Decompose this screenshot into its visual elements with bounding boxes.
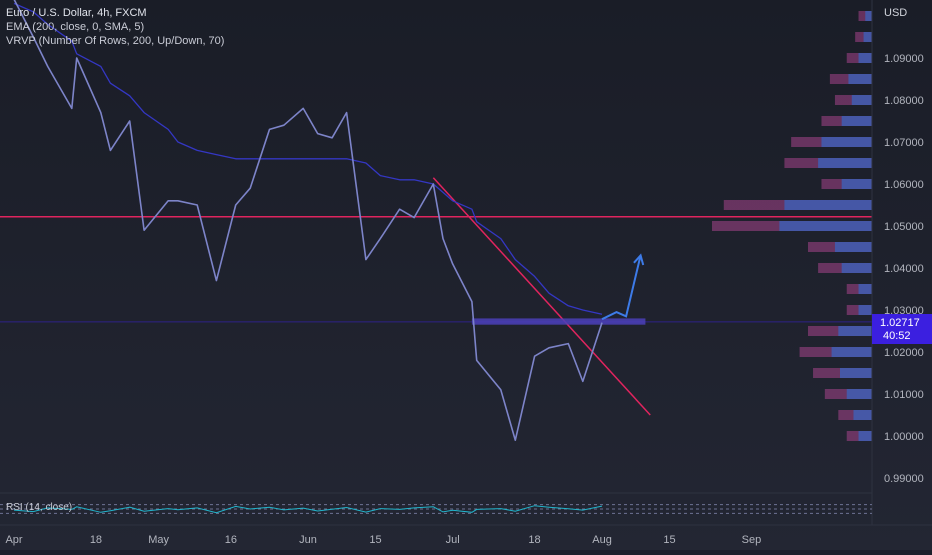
currency-label: USD	[884, 7, 907, 19]
projection-arrow-head	[633, 253, 645, 266]
volume-profile-up-segment	[831, 347, 872, 357]
volume-profile-up-segment	[838, 326, 872, 336]
volume-profile-up-segment	[841, 179, 872, 189]
eurusd-price-line	[13, 0, 603, 441]
volume-profile-up-segment	[846, 389, 872, 399]
volume-profile-up-segment	[834, 242, 872, 252]
x-tick-label: 15	[369, 534, 381, 546]
rsi-line	[13, 505, 603, 514]
projection-arrow	[601, 255, 642, 321]
volume-profile-up-segment	[863, 32, 872, 42]
resistance-zone	[471, 318, 646, 325]
volume-profile-up-segment	[784, 200, 872, 210]
ema-200-line	[13, 2, 603, 315]
x-tick-label: Apr	[5, 534, 22, 546]
current-price-badge	[872, 314, 932, 344]
volume-profile-up-segment	[858, 284, 872, 294]
volume-profile-up-segment	[779, 221, 872, 231]
volume-profile-up-segment	[821, 137, 872, 147]
volume-profile-up-segment	[858, 431, 872, 441]
volume-profile-up-segment	[841, 116, 872, 126]
x-tick-label: Jul	[446, 534, 460, 546]
volume-profile-up-segment	[858, 53, 872, 63]
volume-profile-up-segment	[865, 11, 872, 21]
y-tick-label: 1.02000	[884, 347, 924, 359]
chart-legend: Euro / U.S. Dollar, 4h, FXCM EMA (200, c…	[6, 6, 224, 48]
y-tick-label: 1.05000	[884, 221, 924, 233]
legend-rsi: RSI (14, close)	[6, 502, 73, 513]
x-tick-label: May	[148, 534, 169, 546]
x-tick-label: 18	[90, 534, 102, 546]
x-tick-label: Aug	[592, 534, 612, 546]
y-tick-label: 1.07000	[884, 137, 924, 149]
y-tick-label: 1.06000	[884, 179, 924, 191]
x-tick-label: 18	[528, 534, 540, 546]
volume-profile-up-segment	[851, 95, 872, 105]
legend-symbol-title: Euro / U.S. Dollar, 4h, FXCM	[6, 7, 147, 19]
y-tick-label: 0.99000	[884, 473, 924, 485]
volume-profile-up-segment	[818, 158, 872, 168]
x-tick-label: Sep	[742, 534, 762, 546]
y-tick-label: 1.04000	[884, 263, 924, 275]
descending-trendline	[432, 177, 651, 416]
volume-profile-up-segment	[840, 368, 872, 378]
y-tick-label: 1.01000	[884, 389, 924, 401]
legend-vrvp: VRVP (Number Of Rows, 200, Up/Down, 70)	[6, 35, 225, 47]
volume-profile-up-segment	[841, 263, 872, 273]
current-price-label: 1.02717	[880, 317, 920, 329]
y-tick-label: 1.08000	[884, 95, 924, 107]
y-tick-label: 1.00000	[884, 431, 924, 443]
volume-profile-up-segment	[858, 305, 872, 315]
volume-profile-up-segment	[848, 74, 872, 84]
x-tick-label: 16	[225, 534, 237, 546]
x-tick-label: Jun	[299, 534, 317, 546]
legend-ema: EMA (200, close, 0, SMA, 5)	[6, 21, 145, 33]
x-tick-label: 15	[663, 534, 675, 546]
y-tick-label: 1.09000	[884, 53, 924, 65]
bar-countdown-label: 40:52	[883, 330, 911, 342]
volume-profile-up-segment	[853, 410, 872, 420]
